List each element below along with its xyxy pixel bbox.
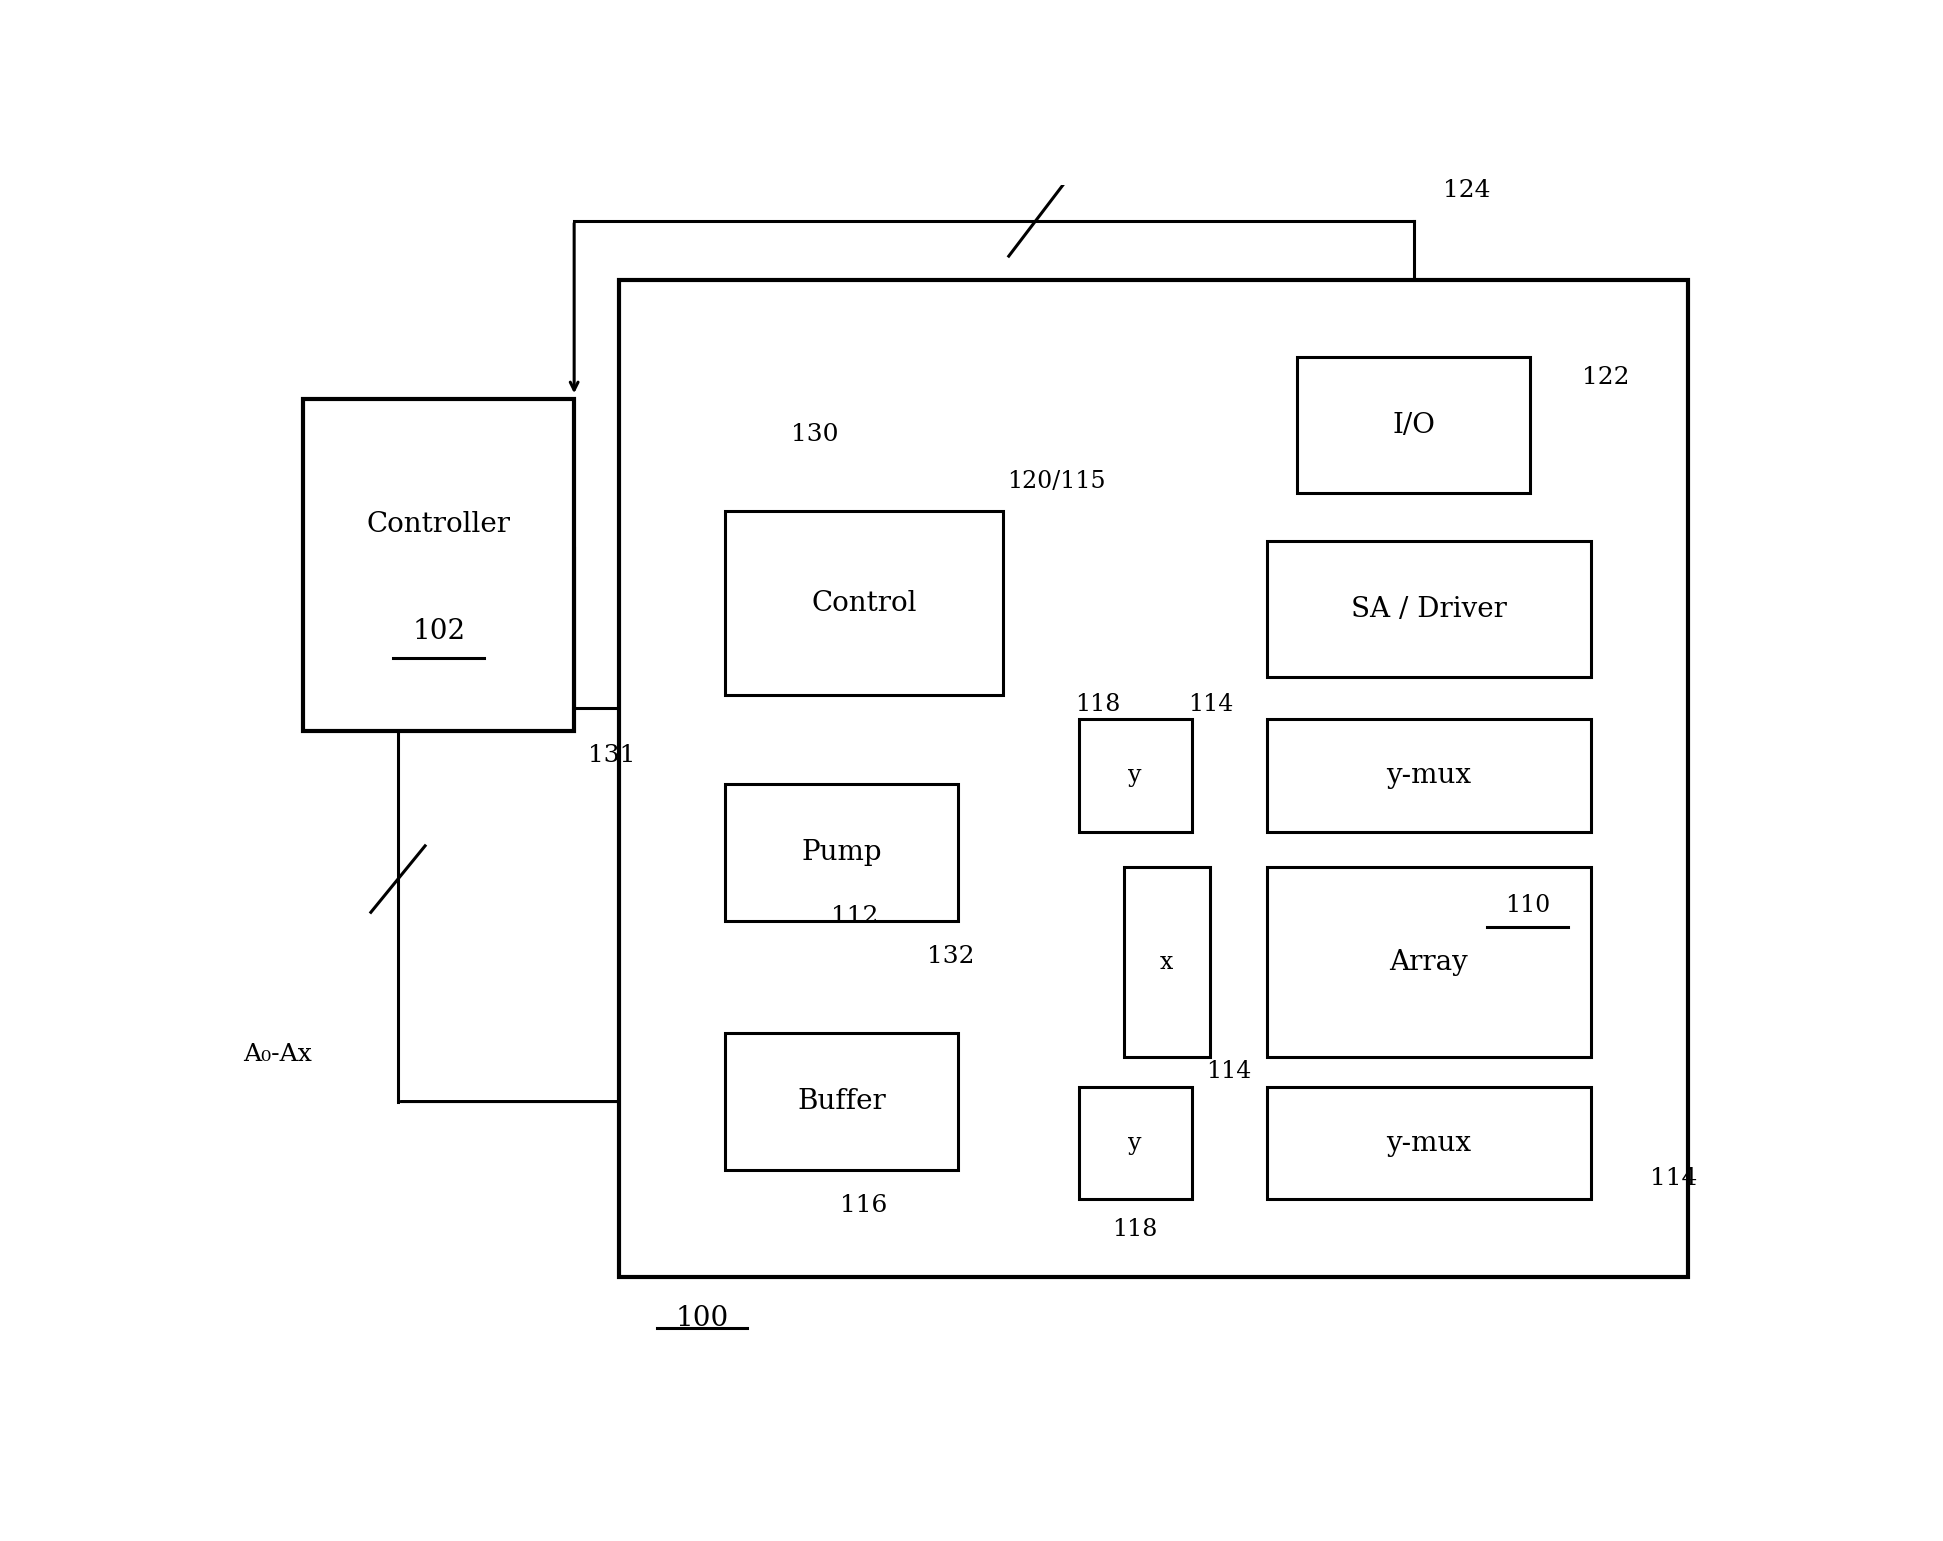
Text: A₀-Ax: A₀-Ax [243,1043,313,1065]
FancyBboxPatch shape [620,280,1688,1276]
Text: x: x [1160,951,1174,974]
FancyBboxPatch shape [1267,868,1591,1057]
FancyBboxPatch shape [1267,1086,1591,1199]
Text: 130: 130 [791,422,839,445]
Text: 118: 118 [1074,693,1119,717]
FancyBboxPatch shape [1267,718,1591,832]
Text: Controller: Controller [367,512,511,538]
Text: 131: 131 [589,744,635,767]
Text: y: y [1129,1131,1142,1154]
FancyBboxPatch shape [1123,868,1210,1057]
Text: 120/115: 120/115 [1006,470,1106,493]
Text: I/O: I/O [1393,411,1436,439]
FancyBboxPatch shape [303,399,575,730]
Text: y: y [1129,764,1142,787]
Text: 116: 116 [839,1194,888,1217]
FancyBboxPatch shape [1298,358,1531,493]
Text: Control: Control [812,590,917,616]
FancyBboxPatch shape [1078,718,1191,832]
FancyBboxPatch shape [725,784,958,920]
Text: 122: 122 [1582,367,1630,390]
Text: 114: 114 [1207,1060,1251,1083]
FancyBboxPatch shape [1078,1086,1191,1199]
FancyBboxPatch shape [725,1034,958,1170]
Text: 100: 100 [676,1305,729,1331]
Text: 132: 132 [927,945,973,968]
FancyBboxPatch shape [725,512,1003,695]
Text: SA / Driver: SA / Driver [1350,596,1506,623]
Text: Array: Array [1389,949,1469,975]
Text: 124: 124 [1442,179,1490,202]
Text: Buffer: Buffer [797,1088,886,1116]
Text: 102: 102 [412,618,464,644]
Text: 114: 114 [1187,693,1234,717]
Text: y-mux: y-mux [1385,1130,1471,1157]
FancyBboxPatch shape [1267,541,1591,678]
Text: Pump: Pump [801,838,882,866]
Text: 110: 110 [1504,894,1551,917]
Text: y-mux: y-mux [1385,761,1471,789]
Text: 114: 114 [1650,1167,1696,1190]
Text: 118: 118 [1113,1217,1158,1241]
Text: 112: 112 [832,905,878,928]
